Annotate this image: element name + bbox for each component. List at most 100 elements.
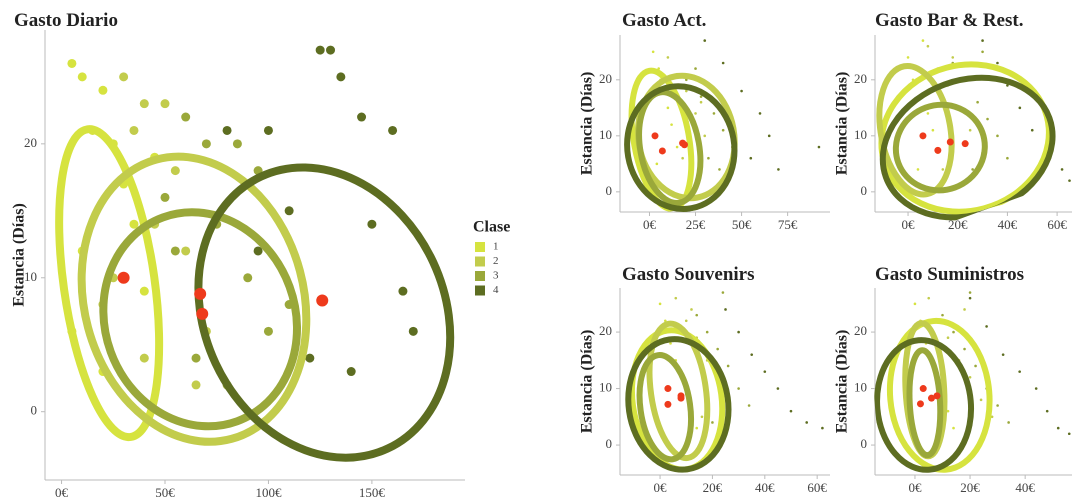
point (711, 421, 714, 424)
cluster-ellipse (55, 125, 164, 442)
y-tick-label: 0 (606, 183, 613, 198)
point (968, 291, 972, 294)
point (979, 398, 983, 402)
x-tick-label: 20€ (948, 217, 968, 232)
point (170, 246, 180, 256)
point (721, 128, 725, 132)
point (747, 404, 751, 407)
point (703, 39, 707, 42)
points (67, 45, 418, 390)
x-tick-label: 40€ (1015, 480, 1035, 495)
point (408, 326, 418, 336)
point (996, 134, 999, 138)
point (666, 56, 670, 59)
legend-label: 4 (493, 284, 499, 296)
x-tick-label: 25€ (686, 217, 706, 232)
x-tick-label: 50€ (732, 217, 752, 232)
point (963, 347, 966, 351)
panel-title: Gasto Bar & Rest. (875, 10, 1023, 31)
point (684, 319, 688, 323)
centroid (934, 146, 942, 154)
legend-swatch (475, 285, 485, 296)
x-tick-label: 50€ (155, 485, 175, 499)
cluster-ellipse (876, 62, 955, 198)
y-tick-label: 0 (606, 436, 613, 451)
y-tick-label: 0 (861, 436, 868, 451)
cluster-ellipse (625, 336, 732, 473)
y-tick-label: 20 (24, 135, 37, 150)
point (98, 85, 108, 95)
cluster-ellipse (636, 352, 694, 463)
points (658, 291, 824, 430)
point (700, 415, 704, 419)
point (968, 375, 972, 379)
y-tick-label: 10 (599, 127, 612, 142)
point (655, 162, 659, 166)
centroid (919, 385, 927, 393)
centroid (680, 141, 688, 149)
point (976, 100, 979, 104)
point (749, 156, 753, 160)
point (181, 246, 191, 256)
point (699, 95, 703, 98)
x-tick-label: 40€ (755, 480, 775, 495)
point (315, 45, 325, 55)
y-tick-label: 10 (854, 380, 867, 395)
point (971, 168, 974, 171)
point (737, 387, 740, 390)
point (721, 291, 725, 294)
point (926, 44, 930, 48)
point (694, 112, 697, 115)
point (1068, 179, 1071, 182)
point (716, 347, 719, 351)
legend-label: 3 (493, 270, 499, 282)
cluster-ellipse (886, 317, 993, 473)
point (763, 370, 767, 373)
point (1056, 426, 1060, 430)
point (1034, 387, 1038, 390)
point (119, 72, 129, 82)
x-tick-label: 0€ (55, 485, 69, 499)
point (952, 426, 955, 430)
x-tick-label: 20€ (960, 480, 980, 495)
point (921, 39, 925, 42)
cluster-ellipse (194, 163, 455, 462)
point (695, 426, 699, 430)
centroid (117, 271, 130, 284)
point (758, 112, 762, 115)
point (670, 123, 673, 126)
centroid (664, 400, 672, 408)
point (985, 325, 988, 328)
y-tick-label: 0 (861, 183, 868, 198)
point (699, 100, 703, 104)
point (232, 139, 242, 149)
point (388, 125, 398, 135)
legend-swatch (475, 271, 485, 281)
point (737, 330, 740, 334)
point (705, 330, 709, 334)
point (777, 168, 780, 171)
point (1006, 156, 1009, 160)
point (326, 45, 336, 55)
point (139, 99, 149, 109)
point (181, 112, 191, 122)
panel-title: Gasto Souvenirs (622, 264, 755, 285)
y-tick-label: 10 (24, 269, 37, 284)
point (367, 219, 377, 229)
legend-swatch (475, 256, 485, 267)
point (996, 404, 999, 407)
centroid (194, 287, 207, 300)
point (690, 308, 693, 311)
centroid (677, 394, 685, 402)
x-tick-label: 75€ (778, 217, 798, 232)
point (357, 112, 367, 122)
point (160, 192, 170, 202)
y-tick-label: 20 (599, 323, 612, 338)
point (284, 206, 294, 216)
point (1001, 353, 1005, 356)
point (1045, 409, 1049, 413)
point (346, 367, 356, 377)
x-tick-label: 20€ (703, 480, 723, 495)
y-tick-label: 20 (854, 323, 867, 338)
